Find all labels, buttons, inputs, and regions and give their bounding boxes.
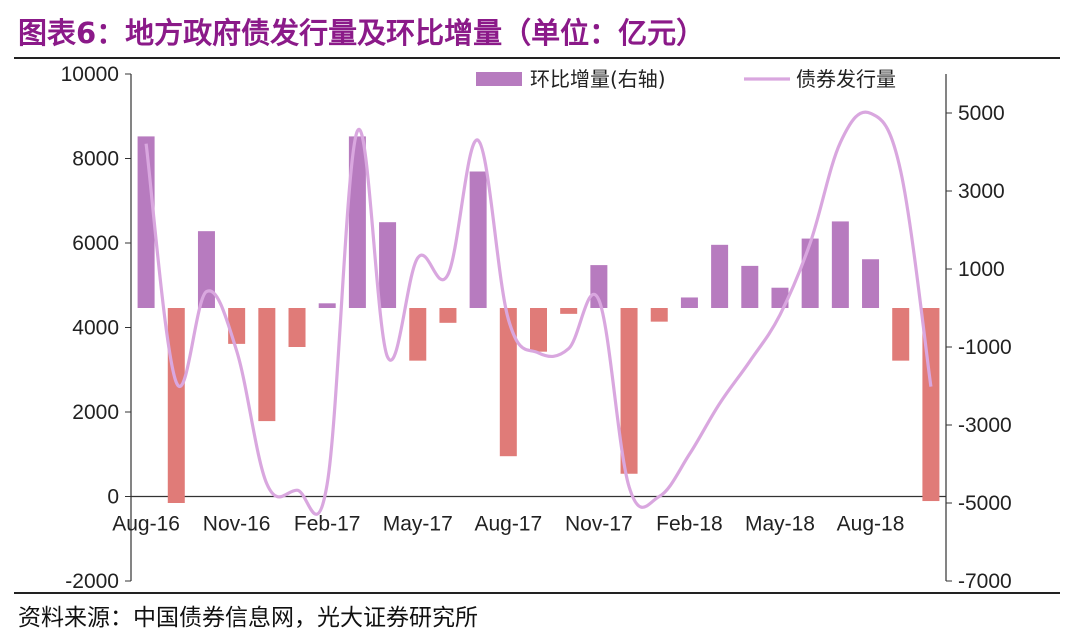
bar [228,308,246,344]
bar [620,308,638,474]
y-right-tick-label: -7000 [958,570,1012,593]
y-right-tick-label: -1000 [958,336,1012,359]
source-note: 资料来源：中国债券信息网，光大证券研究所 [18,605,478,631]
y-left-tick-label: 0 [107,486,119,509]
bar [590,265,608,308]
top-rule [14,57,1060,59]
x-tick-label: Nov-16 [203,513,271,536]
y-left-tick-label: 4000 [72,317,119,340]
bar [711,244,729,308]
legend-swatch-bars [476,72,522,86]
y-right-tick-label: -3000 [958,414,1012,437]
bar [197,231,215,308]
bottom-rule [14,592,1060,594]
x-tick-label: May-18 [745,513,815,536]
y-right-tick-label: 1000 [958,258,1005,281]
legend-label-line: 债券发行量 [796,67,896,91]
bar [680,297,698,308]
bar [379,222,397,308]
bar [318,303,336,308]
x-tick-label: Aug-18 [837,513,905,536]
bar [469,171,487,308]
y-left-tick-label: 6000 [72,232,119,255]
y-right-tick-label: -5000 [958,492,1012,515]
bar [439,308,457,323]
bar [560,308,578,314]
bar [741,265,759,308]
bar [409,308,427,361]
x-tick-label: Feb-18 [656,513,723,536]
bar [167,308,185,503]
bar [258,308,276,422]
y-left-tick-label: 2000 [72,401,119,424]
bar [801,238,819,308]
x-tick-label: Aug-16 [112,513,180,536]
y-right-tick-label: 3000 [958,180,1005,203]
bar [831,221,849,308]
bar [499,308,517,457]
bar [137,136,155,308]
y-left-tick-label: -2000 [65,570,119,593]
x-tick-label: Aug-17 [474,513,542,536]
y-right-tick-label: 5000 [958,102,1005,125]
x-tick-label: Feb-17 [294,513,361,536]
y-left-tick-label: 10000 [61,63,119,86]
bar [862,259,880,308]
figure-title: 图表6：地方政府债发行量及环比增量（单位：亿元） [18,16,706,50]
bar [348,136,366,308]
legend-label-bars: 环比增量(右轴) [530,67,666,91]
x-tick-label: Nov-17 [565,513,633,536]
bar [650,308,668,322]
bar [892,308,910,361]
bar [530,308,547,352]
y-left-tick-label: 8000 [72,148,119,171]
bar [288,308,306,347]
line-series-bond-issuance [144,110,933,516]
x-tick-label: May-17 [383,513,453,536]
